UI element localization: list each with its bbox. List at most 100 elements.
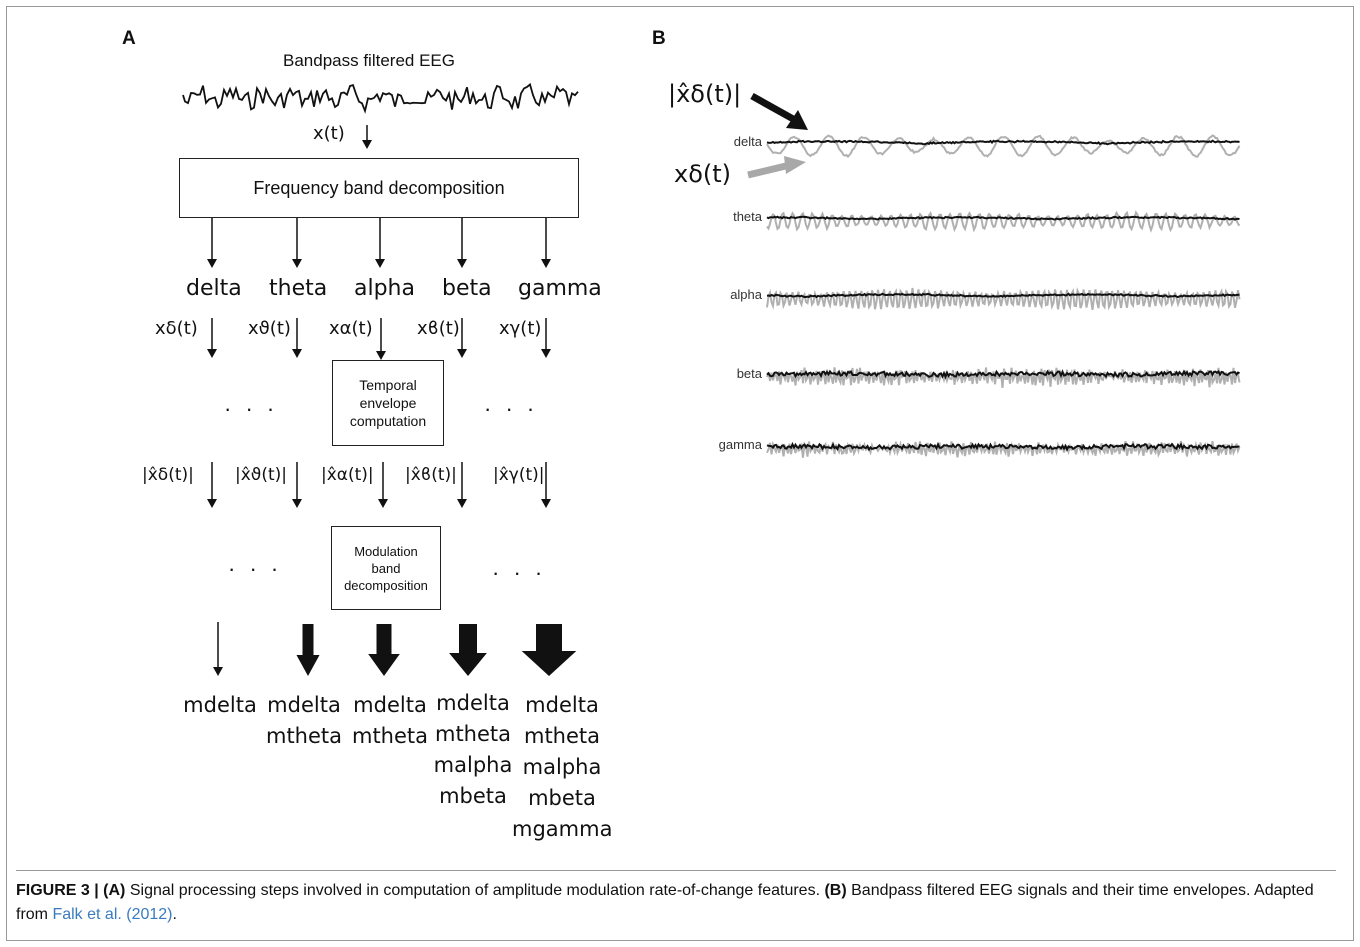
band-arrow-1-head bbox=[292, 259, 302, 268]
signal-trace-theta bbox=[766, 210, 1241, 233]
feature-item: mbeta bbox=[528, 786, 596, 810]
panel-a-diagram bbox=[182, 82, 579, 676]
band-alpha: alpha bbox=[354, 276, 415, 301]
trace-label-delta: delta bbox=[733, 134, 762, 149]
features-beta: mdelta mtheta malpha mbeta bbox=[433, 688, 513, 812]
ellipsis-left-2: · · · bbox=[228, 556, 283, 581]
envelope-gamma: |x̂γ(t)| bbox=[493, 465, 545, 485]
band-arrow-4-head bbox=[541, 259, 551, 268]
signal-legend-label: xδ(t) bbox=[674, 160, 732, 188]
feature-item: mdelta bbox=[525, 693, 599, 717]
feature-item: mdelta bbox=[183, 693, 257, 717]
signal-theta: xϑ(t) bbox=[248, 318, 291, 339]
frequency-band-decomposition-box: Frequency band decomposition bbox=[179, 158, 579, 218]
feature-item: mtheta bbox=[351, 724, 429, 748]
signal-arrow-alpha-head bbox=[376, 351, 386, 360]
band-theta: theta bbox=[269, 276, 328, 301]
feature-item: mdelta bbox=[436, 691, 510, 715]
panel-b-traces bbox=[747, 92, 1241, 458]
ellipsis-left-1: · · · bbox=[224, 396, 279, 421]
feature-arrow-3 bbox=[459, 624, 477, 656]
modulation-band-box: Modulation band decomposition bbox=[331, 526, 441, 610]
feature-item: mbeta bbox=[439, 784, 507, 808]
panel-a-letter: A bbox=[122, 28, 136, 49]
trace-label-alpha: alpha bbox=[730, 287, 762, 302]
signal-delta: xδ(t) bbox=[155, 318, 198, 339]
ellipsis-right-1: · · · bbox=[484, 396, 539, 421]
modulation-box-line1: Modulation bbox=[354, 543, 418, 559]
feature-arrows bbox=[213, 622, 577, 676]
frequency-box-label: Frequency band decomposition bbox=[253, 177, 505, 198]
panel-b-letter: B bbox=[652, 28, 666, 49]
feature-arrow-1 bbox=[302, 624, 314, 658]
signal-alpha: xα(t) bbox=[329, 318, 373, 339]
envelope-box-line2: envelope bbox=[359, 395, 417, 411]
features-theta: mdelta mtheta bbox=[264, 690, 344, 752]
band-arrows bbox=[207, 218, 551, 268]
caption-b-text: Bandpass filtered EEG signals and their … bbox=[16, 882, 1314, 923]
signal-trace-alpha bbox=[766, 286, 1241, 311]
signal-arrow-0-head bbox=[207, 349, 217, 358]
signal-arrow-1-head bbox=[292, 349, 302, 358]
signal-gamma: xγ(t) bbox=[499, 318, 542, 339]
caption-reference-link[interactable]: Falk et al. (2012) bbox=[52, 906, 173, 923]
caption-end: . bbox=[172, 906, 177, 923]
envelope-arrows bbox=[207, 462, 551, 508]
envelope-trace-theta bbox=[766, 215, 1240, 221]
envelope-delta: |x̂δ(t)| bbox=[142, 465, 194, 485]
trace-label-gamma: gamma bbox=[718, 437, 762, 452]
ellipsis-right-2: · · · bbox=[492, 560, 547, 585]
feature-item: mtheta bbox=[523, 724, 601, 748]
feature-arrow-head-2 bbox=[368, 654, 400, 676]
caption-b-tag: (B) bbox=[824, 882, 847, 899]
trace-label-theta: theta bbox=[733, 209, 762, 224]
signal-trace-beta bbox=[766, 367, 1241, 388]
envelope-beta: |x̂ϐ(t)| bbox=[405, 465, 457, 485]
features-gamma: mdelta mtheta malpha mbeta mgamma bbox=[512, 690, 612, 845]
feature-arrow-head-3 bbox=[449, 653, 487, 676]
temporal-envelope-box: Temporal envelope computation bbox=[332, 360, 444, 446]
input-signal-label: x(t) bbox=[313, 123, 345, 144]
features-delta: mdelta bbox=[180, 690, 260, 721]
band-delta: delta bbox=[186, 276, 242, 301]
envelope-trace-alpha bbox=[766, 292, 1240, 299]
envelope-theta: |x̂ϑ(t)| bbox=[235, 465, 287, 485]
envelope-trace-delta bbox=[766, 139, 1240, 146]
feature-arrow-0-head bbox=[213, 667, 223, 676]
envelope-arrow-4-head bbox=[541, 499, 551, 508]
band-arrow-3-head bbox=[457, 259, 467, 268]
feature-item: mtheta bbox=[434, 722, 512, 746]
feature-item: malpha bbox=[522, 755, 602, 779]
signal-arrow-2-head bbox=[457, 349, 467, 358]
feature-item: mtheta bbox=[265, 724, 343, 748]
caption-fig: FIGURE 3 | bbox=[16, 882, 99, 899]
feature-arrow-head-1 bbox=[296, 655, 320, 676]
feature-item: mdelta bbox=[267, 693, 341, 717]
signal-trace-gamma bbox=[766, 440, 1241, 458]
input-title: Bandpass filtered EEG bbox=[283, 51, 455, 70]
caption-a-text: Signal processing steps involved in comp… bbox=[125, 882, 825, 899]
envelope-arrow-3-head bbox=[457, 499, 467, 508]
feature-arrow-2 bbox=[376, 624, 392, 657]
modulation-box-line2: band bbox=[371, 560, 401, 576]
band-gamma: gamma bbox=[518, 276, 602, 301]
signal-arrow-3-head bbox=[541, 349, 551, 358]
envelope-arrow-0-head bbox=[207, 499, 217, 508]
envelope-box-line1: Temporal bbox=[359, 377, 417, 393]
feature-item: mdelta bbox=[353, 693, 427, 717]
envelope-box-line3: computation bbox=[349, 413, 427, 429]
feature-arrow-4 bbox=[536, 624, 562, 654]
band-arrow-0-head bbox=[207, 259, 217, 268]
feature-arrow-head-4 bbox=[521, 651, 577, 676]
band-arrow-2-head bbox=[375, 259, 385, 268]
signal-beta: xϐ(t) bbox=[417, 318, 460, 339]
envelope-trace-beta bbox=[766, 369, 1241, 380]
signal-trace-delta bbox=[766, 134, 1241, 159]
features-alpha: mdelta mtheta bbox=[350, 690, 430, 752]
feature-item: malpha bbox=[433, 753, 513, 777]
figure-caption: FIGURE 3 | (A) Signal processing steps i… bbox=[16, 870, 1336, 927]
feature-item: mgamma bbox=[512, 817, 613, 841]
envelope-arrow-1-head bbox=[292, 499, 302, 508]
envelope-legend-label: |x̂δ(t)| bbox=[668, 80, 742, 108]
eeg-input-trace bbox=[182, 82, 579, 114]
